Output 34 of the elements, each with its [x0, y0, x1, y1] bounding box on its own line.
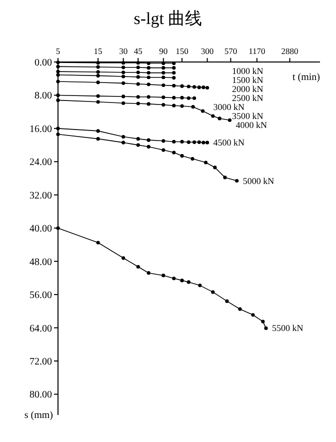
y-tick-label: 16.00 — [30, 124, 52, 135]
y-axis-title: s (mm) — [24, 410, 53, 421]
series-label: 5500 kN — [272, 323, 304, 334]
y-tick-label: 48.00 — [30, 256, 52, 268]
series-label: 5000 kN — [242, 176, 275, 186]
x-tick-label: 570 — [224, 46, 238, 56]
x-tick-label: 1170 — [248, 46, 266, 56]
y-tick-label: 8.00 — [34, 90, 52, 102]
series-label: 4500 kN — [213, 138, 246, 148]
y-tick-label: 32.00 — [30, 190, 52, 202]
text: 3500 kN — [232, 111, 264, 121]
x-tick-label: 45 — [134, 46, 142, 56]
x-tick-label: 150 — [176, 46, 188, 56]
series-label: 4000 kN — [236, 120, 268, 130]
y-tick-label: 40.00 — [30, 224, 52, 235]
y-tick-label: 56.00 — [30, 290, 52, 302]
text: 2000 kN — [232, 84, 264, 94]
y-tick-label: 72.00 — [30, 356, 52, 368]
x-tick-label: 30 — [119, 46, 128, 56]
y-tick-label: 0.00 — [34, 58, 52, 68]
text: 2500 kN — [232, 93, 264, 103]
x-tick-label: 2880 — [281, 46, 298, 56]
text: 1000 kN — [232, 66, 264, 76]
text: 1500 kN — [232, 75, 264, 85]
y-tick-label: 24.00 — [30, 157, 52, 168]
y-tick-label: 64.00 — [30, 323, 52, 334]
x-tick-label: 90 — [159, 46, 168, 56]
x-tick-label: 5 — [56, 46, 60, 56]
y-tick-label: 80.00 — [30, 390, 52, 401]
series-label: 3000 kN — [213, 102, 246, 112]
x-axis-title: t (min) — [292, 72, 320, 83]
x-tick-label: 300 — [200, 46, 214, 56]
x-tick-label: 15 — [94, 46, 102, 56]
chart-title: s-lgt 曲线 — [134, 9, 202, 28]
